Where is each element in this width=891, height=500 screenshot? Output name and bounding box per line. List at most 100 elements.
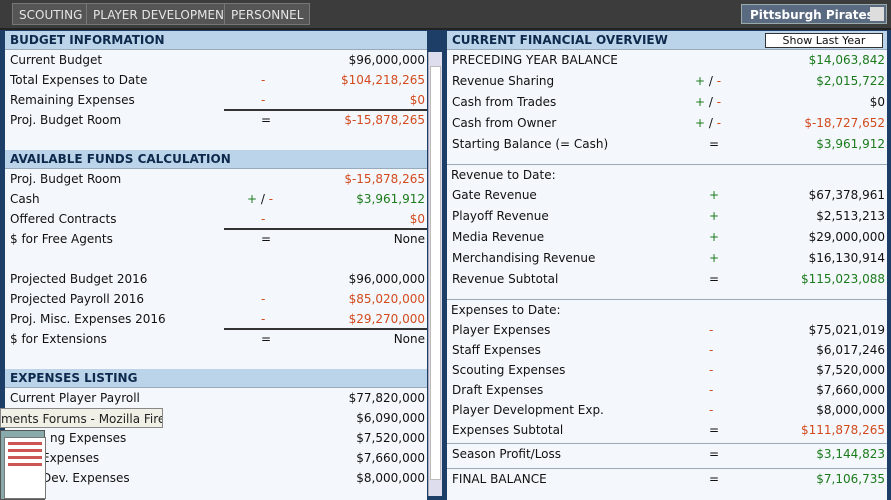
row: Starting Balance (= Cash) = $3,961,912 bbox=[447, 134, 887, 155]
row-label: Total Expenses to Date bbox=[10, 73, 148, 87]
row: $ for Extensions = None bbox=[5, 328, 427, 349]
row-value: $75,021,019 bbox=[808, 323, 885, 337]
section-header: BUDGET INFORMATION bbox=[5, 31, 427, 50]
tab[interactable]: PERSONNEL bbox=[224, 3, 311, 25]
tab[interactable]: PLAYER DEVELOPMENT bbox=[86, 3, 239, 25]
right-panel: CURRENT FINANCIAL OVERVIEW Show Last Year… bbox=[447, 31, 887, 500]
row: Proj. Budget Room $-15,878,265 bbox=[5, 169, 427, 189]
row-group: Revenue to Date: Gate Revenue + $67,378,961… bbox=[447, 164, 887, 290]
row-operator: - bbox=[709, 403, 714, 417]
row-value: $-15,878,265 bbox=[344, 113, 425, 127]
row-operator: - bbox=[261, 93, 266, 107]
spacer bbox=[5, 249, 427, 269]
row: Current Budget $96,000,000 bbox=[5, 50, 427, 70]
row-value: $29,000,000 bbox=[808, 230, 885, 244]
row: Projected Payroll 2016 - $85,020,000 bbox=[5, 289, 427, 309]
row-value: $7,106,735 bbox=[816, 472, 885, 486]
row-operator: - bbox=[709, 343, 714, 357]
section-header: AVAILABLE FUNDS CALCULATION bbox=[5, 150, 427, 169]
row-label: Remaining Expenses bbox=[10, 93, 135, 107]
row-operator: = bbox=[709, 472, 720, 486]
row: Expenses $7,660,000 bbox=[5, 448, 427, 468]
spacer bbox=[5, 130, 427, 150]
row-label: Scouting Expenses bbox=[452, 363, 566, 377]
scrollbar[interactable] bbox=[428, 52, 442, 496]
row-value: $8,000,000 bbox=[356, 471, 425, 485]
row-operator: + bbox=[709, 251, 720, 265]
tooltip: ments Forums - Mozilla Firefox bbox=[0, 408, 163, 428]
group-heading: Expenses to Date: bbox=[451, 303, 561, 317]
row-value: $-15,878,265 bbox=[344, 172, 425, 186]
row-operator: - bbox=[709, 363, 714, 377]
row: Revenue Subtotal = $115,023,088 bbox=[447, 269, 887, 290]
row: Cash from Owner + / - $-18,727,652 bbox=[447, 113, 887, 134]
row: Season Profit/Loss = $3,144,823 bbox=[447, 444, 887, 465]
section-title: AVAILABLE FUNDS CALCULATION bbox=[10, 152, 231, 166]
row: Offered Contracts - $0 bbox=[5, 209, 427, 229]
row: FINAL BALANCE = $7,106,735 bbox=[447, 469, 887, 490]
row-value: $0 bbox=[409, 212, 425, 226]
row-value: $67,378,961 bbox=[808, 188, 885, 202]
row: PRECEDING YEAR BALANCE $14,063,842 bbox=[447, 50, 887, 71]
row: Media Revenue + $29,000,000 bbox=[447, 227, 887, 248]
row-value: $104,218,265 bbox=[341, 73, 425, 87]
row-value: $7,520,000 bbox=[816, 363, 885, 377]
row-label: Staff Expenses bbox=[452, 343, 541, 357]
row-label: Player Expenses bbox=[452, 323, 551, 337]
row-label: Cash from Owner bbox=[452, 116, 557, 130]
row-value: None bbox=[393, 332, 425, 346]
row-value: $3,961,912 bbox=[816, 137, 885, 151]
row-value: $115,023,088 bbox=[801, 272, 885, 286]
section-header: EXPENSES LISTING bbox=[5, 369, 427, 388]
row-operator: - bbox=[709, 383, 714, 397]
row-operator: - bbox=[261, 312, 266, 326]
row-operator: = bbox=[261, 113, 272, 127]
row-operator: - bbox=[261, 212, 266, 226]
row-label: Media Revenue bbox=[452, 230, 545, 244]
row-value: $29,270,000 bbox=[348, 312, 425, 326]
row-value: $7,660,000 bbox=[356, 451, 425, 465]
row-label: Revenue Subtotal bbox=[452, 272, 559, 286]
row-value: $3,144,823 bbox=[816, 447, 885, 461]
row-label: Projected Payroll 2016 bbox=[10, 292, 145, 306]
row-label: Season Profit/Loss bbox=[452, 447, 562, 461]
row-value: $7,660,000 bbox=[816, 383, 885, 397]
tab[interactable]: SCOUTING bbox=[12, 3, 90, 25]
row: Scouting Expenses - $7,520,000 bbox=[447, 360, 887, 380]
row: Dev. Expenses $8,000,000 bbox=[5, 468, 427, 488]
row: Current Player Payroll $77,820,000 bbox=[5, 388, 427, 408]
row-label: Offered Contracts bbox=[10, 212, 117, 226]
show-last-year-button[interactable]: Show Last Year bbox=[765, 33, 883, 48]
row-label: Revenue Sharing bbox=[452, 74, 555, 88]
scroll-thumb[interactable] bbox=[430, 66, 441, 480]
row-value: None bbox=[393, 232, 425, 246]
row-group: Season Profit/Loss = $3,144,823 bbox=[447, 443, 887, 465]
row: Gate Revenue + $67,378,961 bbox=[447, 185, 887, 206]
row-label: $ for Free Agents bbox=[10, 232, 113, 246]
row: Merchandising Revenue + $16,130,914 bbox=[447, 248, 887, 269]
row: Expenses Subtotal = $111,878,265 bbox=[447, 420, 887, 440]
row-label: PRECEDING YEAR BALANCE bbox=[452, 53, 618, 67]
row-group: FINAL BALANCE = $7,106,735 bbox=[447, 468, 887, 490]
row: Remaining Expenses - $0 bbox=[5, 90, 427, 110]
row-value: $7,520,000 bbox=[356, 431, 425, 445]
row-operator: = bbox=[709, 272, 720, 286]
row-label: Cash from Trades bbox=[452, 95, 557, 109]
dropdown-arrow bbox=[870, 7, 884, 21]
row-value: $111,878,265 bbox=[801, 423, 885, 437]
row-operator: + bbox=[709, 230, 720, 244]
row-value: $77,820,000 bbox=[348, 391, 425, 405]
section-title: CURRENT FINANCIAL OVERVIEW bbox=[452, 33, 668, 47]
team-dropdown[interactable]: Pittsburgh Pirates bbox=[741, 4, 887, 24]
row-value: $14,063,842 bbox=[808, 53, 885, 67]
row: ng Expenses $7,520,000 bbox=[5, 428, 427, 448]
row-operator: = bbox=[261, 232, 272, 246]
row-group: Expenses to Date: Player Expenses - $75,021… bbox=[447, 299, 887, 440]
row: Staff Expenses - $6,017,246 bbox=[447, 340, 887, 360]
row-value: $3,961,912 bbox=[356, 192, 425, 206]
spacer bbox=[5, 349, 427, 369]
row-value: $-18,727,652 bbox=[804, 116, 885, 130]
row-label: Starting Balance (= Cash) bbox=[452, 137, 609, 151]
row-label: Draft Expenses bbox=[452, 383, 544, 397]
row-value: $85,020,000 bbox=[348, 292, 425, 306]
